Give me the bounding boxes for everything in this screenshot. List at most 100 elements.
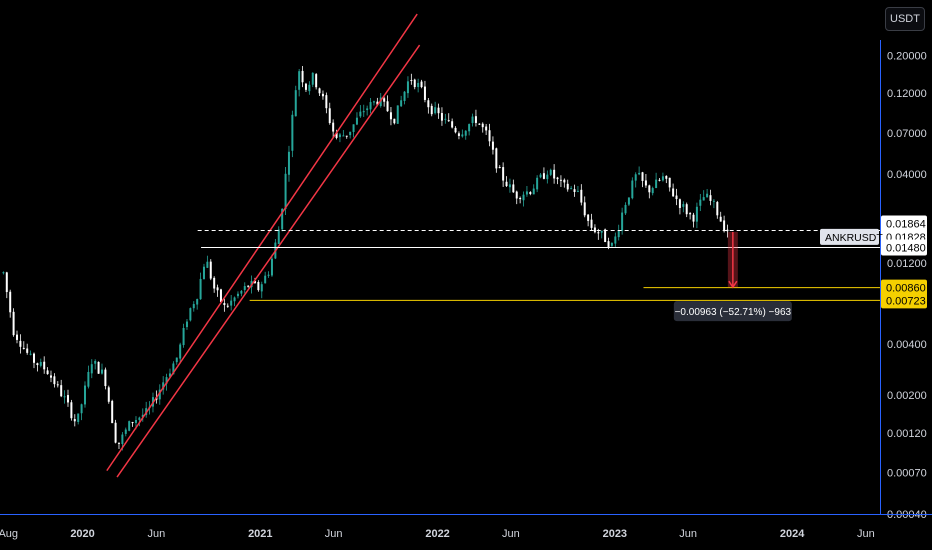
price-tick-label: 0.00120: [887, 428, 927, 440]
candle-body: [165, 377, 168, 384]
candle-body: [600, 230, 603, 233]
candle-body: [338, 134, 341, 138]
candle-body: [712, 200, 715, 202]
candle-body: [570, 188, 573, 190]
candle-body: [661, 176, 664, 181]
price-label: 0.01864: [886, 218, 926, 230]
candle-body: [121, 434, 124, 444]
candle-body: [648, 185, 651, 193]
candle-body: [641, 172, 644, 181]
candle-body: [281, 208, 284, 230]
candle-body: [332, 122, 335, 132]
candle-body: [580, 189, 583, 203]
candle-body: [655, 179, 658, 189]
price-label-box: [881, 292, 927, 309]
price-axis-bg: [880, 0, 932, 514]
candle-body: [236, 293, 239, 297]
candle-body: [413, 79, 416, 88]
candle-body: [559, 179, 562, 181]
candle-body: [451, 121, 454, 128]
candle-body: [372, 101, 375, 103]
candle-body: [502, 167, 505, 181]
candle-body: [83, 385, 86, 405]
candle-body: [342, 135, 345, 137]
candle-body: [114, 422, 117, 443]
candle-body: [318, 88, 321, 94]
candle-body: [267, 274, 270, 276]
candle-body: [111, 400, 114, 424]
candle-body: [60, 385, 63, 397]
candle-body: [291, 114, 294, 151]
candle-body: [658, 179, 661, 181]
candle-body: [617, 230, 620, 238]
candle-body: [362, 111, 365, 113]
candle-body: [257, 281, 260, 291]
currency-button[interactable]: USDT: [885, 7, 925, 31]
time-tick-label: 2024: [780, 528, 805, 540]
candle-body: [400, 100, 403, 107]
candle-body: [328, 108, 331, 124]
candle-body: [695, 206, 698, 222]
candle-body: [22, 347, 25, 349]
candle-body: [107, 387, 110, 402]
time-tick-label: Jun: [857, 528, 875, 540]
candle-body: [233, 297, 236, 302]
candle-body: [389, 112, 392, 120]
candle-body: [189, 308, 192, 321]
candle-body: [376, 101, 379, 105]
candle-body: [124, 429, 127, 434]
candle-body: [97, 361, 100, 374]
candle-body: [253, 281, 256, 284]
candle-body: [491, 141, 494, 150]
price-label: 0.00723: [886, 295, 926, 307]
candle-body: [359, 111, 362, 117]
trendline: [106, 13, 418, 472]
candle-body: [138, 417, 141, 420]
candle-body: [80, 404, 83, 414]
candle-body: [219, 289, 222, 302]
time-tick-label: Jun: [502, 528, 520, 540]
candle-body: [29, 353, 32, 355]
candle-body: [73, 419, 76, 422]
candle-body: [716, 202, 719, 216]
candle-body: [556, 177, 559, 180]
candle-body: [39, 362, 42, 366]
candle-body: [675, 195, 678, 200]
candle-body: [349, 131, 352, 136]
candle-body: [668, 177, 671, 188]
candle-body: [321, 93, 324, 97]
candle-body: [87, 371, 90, 387]
measure-label: −0.00963 (−52.71%) −963: [675, 307, 792, 318]
trendline: [116, 44, 421, 478]
candle-body: [264, 275, 267, 284]
candle-body: [230, 300, 233, 306]
candle-body: [202, 266, 205, 280]
candle-body: [468, 124, 471, 132]
price-tick-label: 0.04000: [887, 169, 927, 181]
candle-body: [440, 113, 443, 121]
candle-body: [627, 197, 630, 205]
time-tick-label: Jun: [148, 528, 166, 540]
candle-body: [70, 402, 73, 419]
candle-body: [624, 204, 627, 214]
candle-body: [100, 369, 103, 374]
candle-body: [77, 413, 80, 422]
candle-body: [301, 70, 304, 83]
candle-body: [287, 151, 290, 175]
candle-body: [15, 334, 18, 340]
candle-body: [104, 369, 107, 387]
candle-body: [247, 285, 250, 287]
symbol-tag-box: [820, 228, 879, 245]
candle-body: [26, 348, 29, 353]
price-axis: 0.20000 0.12000 0.07000 0.04000 0.01200 0.004…: [880, 0, 932, 521]
candle-body: [386, 101, 389, 112]
candle-body: [549, 169, 552, 175]
candle-body: [185, 321, 188, 328]
candle-body: [366, 108, 369, 111]
candle-body: [665, 175, 668, 179]
candle-body: [505, 181, 508, 187]
candle-body: [423, 86, 426, 100]
candle-body: [240, 290, 243, 294]
candle-body: [519, 197, 522, 200]
